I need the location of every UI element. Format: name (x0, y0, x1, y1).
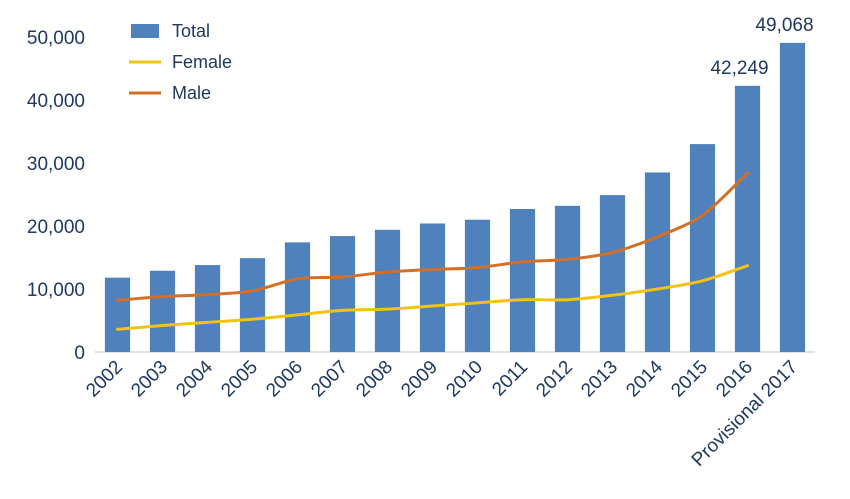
x-axis-ticks: 2002 2003 2004 2005 2006 2007 2008 2009 2010 2011… (82, 356, 802, 470)
legend-label-female: Female (172, 52, 232, 72)
series-line-female (116, 264, 749, 331)
data-labels: 42,249 49,068 (710, 15, 813, 79)
x-tick-label: 2010 (442, 357, 487, 402)
legend-label-total: Total (172, 21, 210, 41)
series-line-male (116, 171, 749, 302)
x-tick-label: 2011 (488, 357, 532, 401)
data-label: 49,068 (755, 15, 813, 36)
x-tick-label: 2015 (667, 357, 712, 402)
y-tick-label: 50,000 (27, 28, 85, 49)
bar-total (374, 229, 401, 352)
bar-total (419, 223, 446, 352)
series-lines (116, 171, 749, 331)
legend-label-male: Male (172, 83, 211, 103)
bar-total (464, 219, 491, 352)
x-tick-label: 2006 (262, 357, 307, 402)
data-label: 42,249 (710, 58, 768, 79)
x-tick-label: 2009 (397, 357, 442, 402)
x-tick-label: 2014 (622, 356, 667, 401)
x-tick-label: 2004 (172, 356, 217, 401)
bar-total (104, 277, 131, 352)
x-tick-label: 2005 (217, 357, 262, 402)
x-tick-label: 2012 (532, 357, 577, 402)
y-tick-label: 20,000 (27, 217, 85, 238)
legend-swatch-total (131, 24, 159, 38)
bar-total (149, 270, 176, 352)
bars-total (104, 42, 806, 352)
bar-total (329, 236, 356, 352)
y-tick-label: 10,000 (27, 280, 85, 301)
bar-total (689, 144, 716, 352)
y-tick-label: 40,000 (27, 91, 85, 112)
bar-total (599, 195, 626, 352)
bar-total (779, 42, 806, 352)
x-tick-label: 2008 (352, 357, 397, 402)
bar-total (644, 172, 671, 352)
bar-total (239, 258, 266, 352)
bar-total (554, 205, 581, 352)
x-tick-label: 2007 (307, 357, 352, 402)
bar-total (734, 85, 761, 352)
x-tick-label: 2002 (82, 357, 127, 402)
y-axis-ticks: 0 10,000 20,000 30,000 40,000 50,000 (27, 28, 85, 364)
legend: Total Female Male (129, 21, 232, 103)
x-tick-label: 2013 (577, 357, 622, 402)
y-tick-label: 30,000 (27, 154, 85, 175)
y-tick-label: 0 (74, 343, 85, 364)
x-tick-label: 2003 (127, 357, 172, 402)
bar-total (284, 242, 311, 352)
bar-total (509, 208, 536, 352)
bar-total (194, 265, 221, 352)
